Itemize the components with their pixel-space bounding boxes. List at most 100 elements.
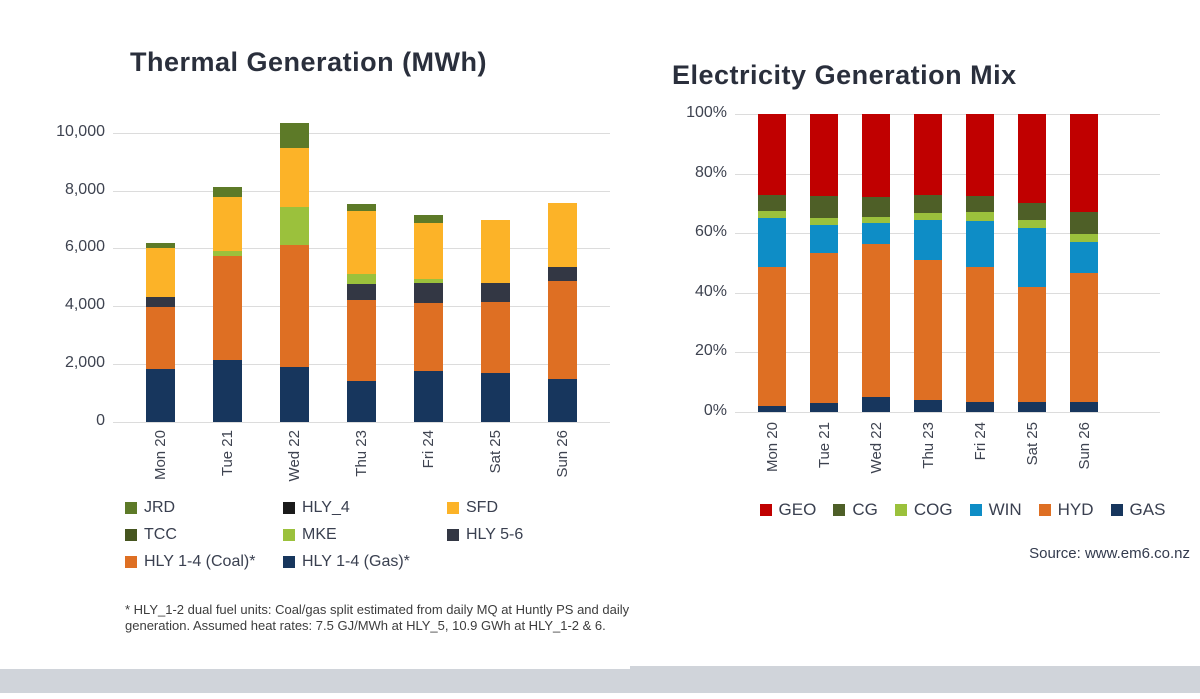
bar-segment-cog bbox=[810, 218, 838, 226]
legend-swatch-hly-1-4-coal- bbox=[125, 556, 137, 568]
y-tick-label: 0 bbox=[96, 412, 105, 429]
bar-segment-hly-5-6 bbox=[481, 282, 510, 302]
bar-thu-23 bbox=[914, 114, 942, 412]
bar-segment-cg bbox=[810, 195, 838, 219]
bar-sun-26 bbox=[1070, 114, 1098, 412]
legend-swatch-geo bbox=[759, 504, 772, 516]
source-credit: Source: www.em6.co.nz bbox=[1029, 545, 1190, 562]
bar-segment-cg bbox=[758, 194, 786, 211]
y-tick-label: 20% bbox=[694, 342, 727, 360]
legend-label: COG bbox=[913, 500, 953, 519]
x-tick: Mon 20 bbox=[742, 422, 802, 500]
bar-segment-cog bbox=[758, 210, 786, 219]
y-tick-label: 4,000 bbox=[64, 296, 105, 314]
legend-label: HYD bbox=[1057, 500, 1094, 519]
legend-swatch-mke bbox=[283, 529, 295, 541]
y-tick-label: 6,000 bbox=[64, 238, 105, 256]
bar-segment-geo bbox=[862, 114, 890, 198]
x-tick-label: Tue 21 bbox=[815, 422, 833, 469]
bar-segment-hyd bbox=[862, 243, 890, 398]
gridline bbox=[735, 233, 1160, 235]
gridline bbox=[735, 352, 1160, 354]
y-tick-label: 0% bbox=[703, 402, 727, 419]
bar-segment-sfd bbox=[146, 248, 175, 298]
footer-bar bbox=[0, 666, 1200, 693]
bar-segment-gas bbox=[966, 401, 994, 412]
bar-segment-gas bbox=[862, 397, 890, 412]
bar-segment-cg bbox=[966, 196, 994, 213]
bar-segment-cg bbox=[1018, 203, 1046, 220]
bar-segment-hyd bbox=[810, 252, 838, 404]
x-tick-label: Fri 24 bbox=[971, 422, 989, 461]
legend-item: TCC bbox=[125, 526, 283, 544]
bar-segment-hly-1-4-gas- bbox=[146, 369, 175, 422]
bar-segment-hly-1-4-coal- bbox=[414, 303, 443, 372]
bar-segment-win bbox=[914, 219, 942, 261]
bar-segment-gas bbox=[914, 400, 942, 412]
bar-segment-win bbox=[966, 220, 994, 268]
legend-item: HLY 1-4 (Gas)* bbox=[283, 553, 447, 571]
bar-segment-hly-5-6 bbox=[414, 283, 443, 304]
x-tick-label: Sun 26 bbox=[1075, 422, 1093, 470]
x-tick-label: Wed 22 bbox=[867, 422, 885, 474]
bar-segment-geo bbox=[758, 114, 786, 195]
bar-segment-jrd bbox=[414, 214, 443, 223]
bar-segment-mke bbox=[414, 278, 443, 284]
legend-swatch-hyd bbox=[1038, 504, 1051, 516]
legend-swatch-gas bbox=[1110, 504, 1123, 516]
bar-segment-cog bbox=[862, 217, 890, 224]
x-tick: Thu 23 bbox=[898, 422, 958, 500]
legend-label: HLY 5-6 bbox=[466, 526, 524, 543]
bar-segment-hly-1-4-gas- bbox=[414, 371, 443, 422]
bar-segment-sfd bbox=[548, 203, 577, 268]
bar-segment-hly-5-6 bbox=[548, 267, 577, 282]
bar-segment-cog bbox=[1070, 234, 1098, 242]
bar-segment-hly-1-4-gas- bbox=[213, 360, 242, 422]
bar-thu-23 bbox=[347, 120, 376, 422]
x-tick-label: Mon 20 bbox=[763, 422, 781, 473]
bar-mon-20 bbox=[146, 120, 175, 422]
thermal-chart-title: Thermal Generation (MWh) bbox=[130, 47, 488, 77]
bar-segment-hly-5-6 bbox=[347, 284, 376, 300]
bar-segment-hyd bbox=[966, 267, 994, 402]
bar-tue-21 bbox=[213, 120, 242, 422]
legend-swatch-cog bbox=[894, 504, 907, 516]
legend-item: SFD bbox=[447, 499, 617, 517]
legend-item: MKE bbox=[283, 526, 447, 544]
y-tick-label: 100% bbox=[686, 104, 727, 121]
bar-tue-21 bbox=[810, 114, 838, 412]
bar-segment-hly-1-4-coal- bbox=[481, 301, 510, 373]
bar-segment-hyd bbox=[1018, 286, 1046, 402]
legend-item: CG bbox=[833, 500, 878, 520]
legend-item: HLY_4 bbox=[283, 499, 447, 517]
legend-label: MKE bbox=[302, 526, 337, 543]
bar-segment-hyd bbox=[914, 260, 942, 401]
legend-item: COG bbox=[894, 500, 953, 520]
gridline bbox=[113, 190, 610, 192]
legend-swatch-hly-1-4-gas- bbox=[283, 556, 295, 568]
y-tick-label: 8,000 bbox=[64, 180, 105, 198]
bar-segment-mke bbox=[213, 250, 242, 256]
bar-segment-cog bbox=[966, 212, 994, 221]
legend-item: WIN bbox=[969, 500, 1022, 520]
thermal-chart-footnote: * HLY_1-2 dual fuel units: Coal/gas spli… bbox=[125, 602, 630, 633]
bar-segment-win bbox=[1018, 227, 1046, 287]
legend-label: WIN bbox=[988, 500, 1022, 519]
bar-sun-26 bbox=[548, 120, 577, 422]
legend-swatch-hly-4 bbox=[283, 502, 295, 514]
bar-segment-gas bbox=[1070, 401, 1098, 412]
bar-segment-win bbox=[1070, 241, 1098, 274]
legend-label: JRD bbox=[144, 499, 176, 516]
legend-item: JRD bbox=[125, 499, 283, 517]
bar-segment-jrd bbox=[280, 123, 309, 149]
bar-sat-25 bbox=[481, 120, 510, 422]
bar-segment-geo bbox=[966, 114, 994, 197]
thermal-chart-legend: JRD HLY_4 SFD TCC MKE HLY 5-6 HLY 1-4 (Coal)* H… bbox=[125, 499, 617, 571]
bar-segment-geo bbox=[810, 114, 838, 196]
gridline bbox=[113, 132, 610, 134]
bar-segment-jrd bbox=[213, 186, 242, 198]
legend-item: HLY 1-4 (Coal)* bbox=[125, 553, 283, 571]
legend-label: SFD bbox=[466, 499, 498, 516]
gridline bbox=[735, 114, 1160, 115]
